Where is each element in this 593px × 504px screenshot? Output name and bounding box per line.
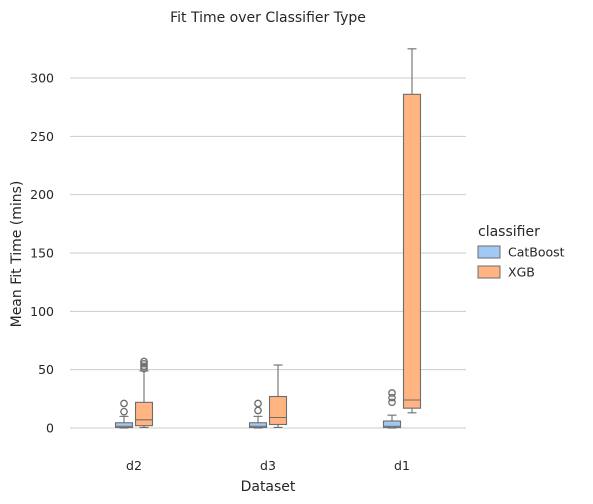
box-catboost-d1 bbox=[382, 389, 402, 429]
y-tick-label: 250 bbox=[30, 129, 54, 144]
y-tick-label: 50 bbox=[38, 362, 54, 377]
box-iqr bbox=[268, 395, 288, 426]
y-tick-label: 100 bbox=[30, 304, 54, 319]
y-tick-label: 150 bbox=[30, 246, 54, 261]
legend-label-catboost: CatBoost bbox=[508, 245, 565, 260]
box-iqr bbox=[134, 401, 154, 427]
y-axis-ticks: 0 50 100 150 200 250 300 bbox=[30, 71, 54, 436]
x-tick-label: d2 bbox=[126, 458, 142, 473]
box-iqr bbox=[402, 93, 422, 409]
legend-swatch-xgb bbox=[477, 265, 501, 279]
box-catboost-d2 bbox=[114, 399, 134, 429]
grid-lines bbox=[70, 77, 466, 429]
box-catboost-d3 bbox=[248, 399, 268, 429]
chart-title: Fit Time over Classifier Type bbox=[170, 10, 366, 26]
y-axis-label: Mean Fit Time (mins) bbox=[9, 181, 25, 328]
legend-label-xgb: XGB bbox=[508, 265, 535, 280]
legend-title: classifier bbox=[478, 224, 540, 240]
outlier-point bbox=[254, 399, 262, 408]
outlier-point bbox=[388, 398, 396, 407]
box-groups bbox=[114, 48, 422, 429]
x-tick-label: d1 bbox=[394, 458, 410, 473]
box-xgb-d2 bbox=[134, 357, 154, 428]
box-xgb-d3 bbox=[268, 364, 288, 428]
box-xgb-d1 bbox=[402, 48, 422, 414]
y-tick-label: 200 bbox=[30, 187, 54, 202]
outlier-point bbox=[140, 359, 148, 368]
outlier-point bbox=[254, 406, 262, 415]
y-tick-label: 0 bbox=[46, 421, 54, 436]
legend: classifier CatBoost XGB bbox=[477, 224, 565, 280]
outlier-point bbox=[120, 407, 128, 416]
outlier-point bbox=[388, 393, 396, 402]
box-iqr bbox=[382, 420, 402, 428]
box-iqr bbox=[248, 422, 268, 428]
legend-swatch-catboost bbox=[477, 245, 501, 259]
x-axis-ticks: d2 d3 d1 bbox=[126, 458, 410, 473]
outlier-point bbox=[120, 399, 128, 408]
outlier-point bbox=[140, 362, 148, 371]
box-iqr bbox=[114, 422, 134, 428]
x-axis-label: Dataset bbox=[241, 479, 296, 495]
outlier-point bbox=[388, 389, 396, 397]
x-tick-label: d3 bbox=[260, 458, 276, 473]
outlier-point bbox=[140, 357, 148, 366]
y-tick-label: 300 bbox=[30, 71, 54, 86]
